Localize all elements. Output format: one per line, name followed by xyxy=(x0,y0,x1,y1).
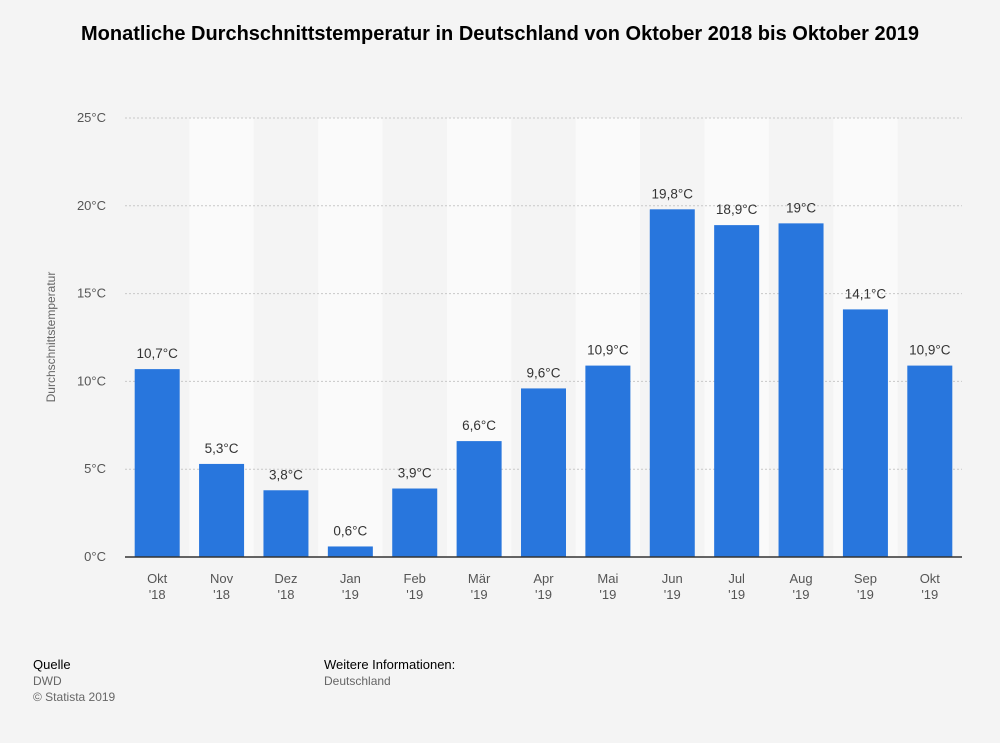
data-label: 10,9°C xyxy=(909,343,951,358)
data-label: 5,3°C xyxy=(205,441,239,456)
source-block: Quelle DWD © Statista 2019 xyxy=(33,657,115,705)
y-tick-label: 5°C xyxy=(84,461,106,476)
y-tick-label: 15°C xyxy=(77,286,106,301)
bar xyxy=(521,388,566,557)
y-tick-label: 0°C xyxy=(84,549,106,564)
x-tick-label: '19 xyxy=(664,587,681,602)
x-tick-label: Jan xyxy=(340,571,361,586)
data-label: 10,7°C xyxy=(136,346,178,361)
data-label: 18,9°C xyxy=(716,202,758,217)
bar xyxy=(714,225,760,557)
data-label: 6,6°C xyxy=(462,418,496,433)
x-tick-label: Aug xyxy=(789,571,812,586)
x-tick-label: '19 xyxy=(857,587,874,602)
x-tick-label: '19 xyxy=(921,587,938,602)
x-tick-label: Mär xyxy=(468,571,491,586)
y-axis-label: Durchschnittstemperatur xyxy=(44,272,58,403)
x-tick-label: Jul xyxy=(728,571,745,586)
bar xyxy=(327,546,373,557)
bar xyxy=(778,223,824,558)
x-tick-label: '18 xyxy=(277,587,294,602)
y-tick-label: 10°C xyxy=(77,373,106,388)
data-label: 3,8°C xyxy=(269,467,303,482)
data-label: 10,9°C xyxy=(587,343,629,358)
x-tick-label: Mai xyxy=(597,571,618,586)
chart-title: Monatliche Durchschnittstemperatur in De… xyxy=(81,23,919,45)
x-tick-label: Okt xyxy=(147,571,168,586)
bar xyxy=(392,488,438,557)
bar xyxy=(907,365,953,557)
data-label: 19°C xyxy=(786,200,816,215)
x-tick-label: '18 xyxy=(213,587,230,602)
data-label: 9,6°C xyxy=(527,365,561,380)
x-tick-label: '19 xyxy=(535,587,552,602)
x-tick-label: Okt xyxy=(920,571,941,586)
x-tick-label: '19 xyxy=(728,587,745,602)
info-block: Weitere Informationen: Deutschland xyxy=(324,657,455,689)
x-tick-label: Dez xyxy=(274,571,297,586)
bar xyxy=(649,209,695,557)
source-line: DWD xyxy=(33,674,62,688)
x-tick-label: '19 xyxy=(342,587,359,602)
info-line: Deutschland xyxy=(324,674,391,688)
x-tick-label: '19 xyxy=(471,587,488,602)
data-label: 19,8°C xyxy=(652,186,694,201)
data-label: 14,1°C xyxy=(845,286,887,301)
x-tick-label: '19 xyxy=(793,587,810,602)
data-label: 3,9°C xyxy=(398,466,432,481)
info-heading: Weitere Informationen: xyxy=(324,657,456,672)
x-tick-label: Feb xyxy=(404,571,426,586)
x-tick-label: Jun xyxy=(662,571,683,586)
x-tick-label: '19 xyxy=(406,587,423,602)
data-label: 0,6°C xyxy=(333,523,367,538)
source-heading: Quelle xyxy=(33,657,71,672)
x-tick-label: '19 xyxy=(599,587,616,602)
bar xyxy=(199,463,245,557)
bar xyxy=(456,441,502,557)
y-tick-label: 25°C xyxy=(77,110,106,125)
y-tick-label: 20°C xyxy=(77,198,106,213)
x-tick-label: Nov xyxy=(210,571,234,586)
bar xyxy=(842,309,888,557)
x-tick-label: Sep xyxy=(854,571,877,586)
x-tick-label: Apr xyxy=(533,571,554,586)
column-band xyxy=(318,118,383,557)
copyright-line: © Statista 2019 xyxy=(33,690,116,704)
bar xyxy=(263,490,309,557)
bar xyxy=(585,365,631,557)
bar xyxy=(134,369,180,557)
x-tick-label: '18 xyxy=(149,587,166,602)
